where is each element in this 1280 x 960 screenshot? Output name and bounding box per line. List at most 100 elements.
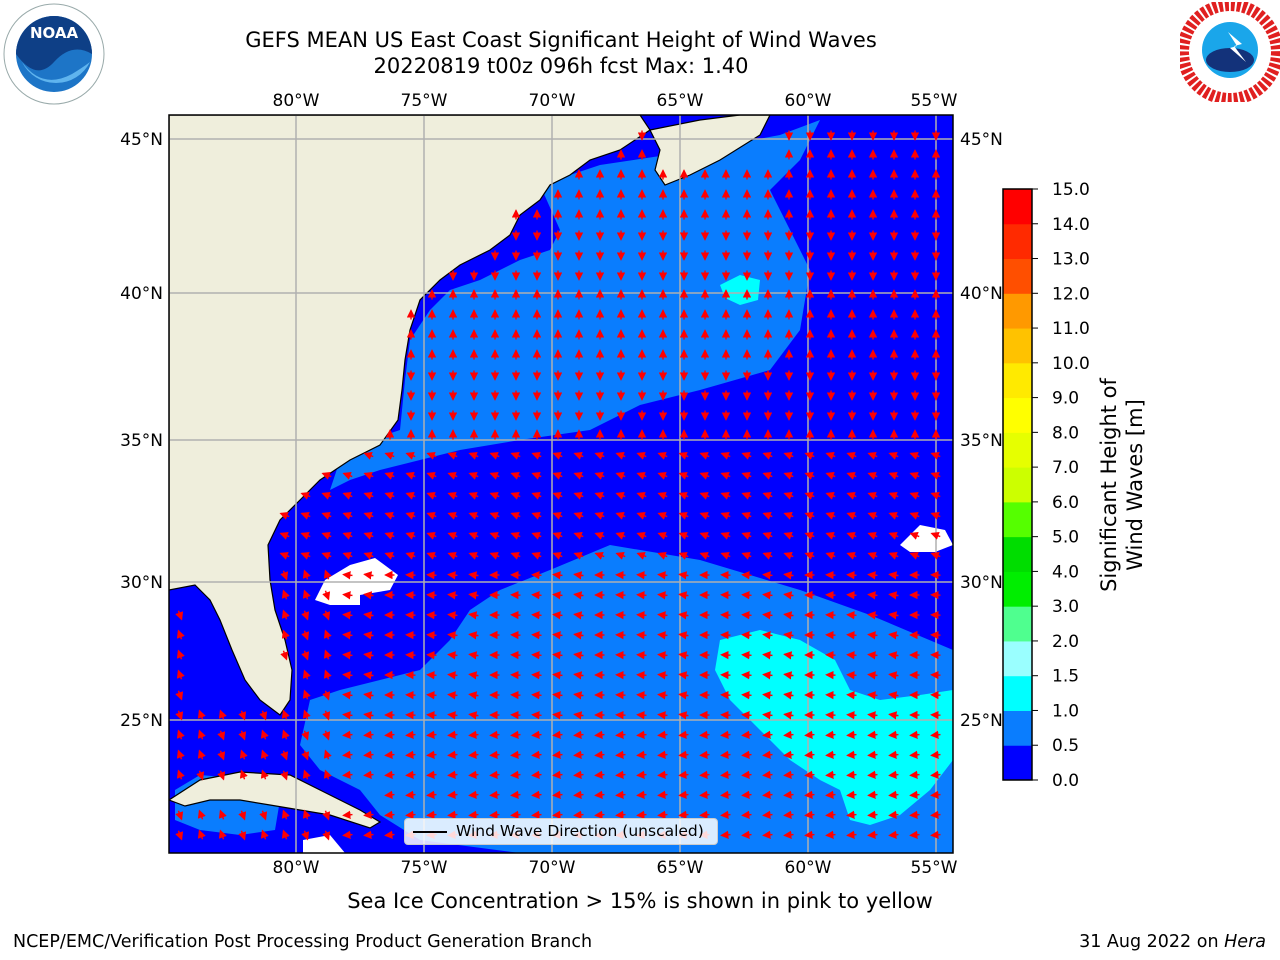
- colorbar-segment: [1003, 571, 1032, 607]
- wave-direction-arrow: [594, 451, 605, 460]
- wave-direction-arrow: [657, 711, 668, 720]
- wave-direction-arrow: [323, 649, 332, 660]
- wave-direction-arrow: [280, 770, 289, 781]
- wave-direction-arrow: [888, 830, 899, 839]
- wave-direction-arrow: [846, 790, 857, 799]
- wave-direction-arrow: [594, 750, 605, 759]
- wave-direction-arrow: [741, 451, 752, 460]
- wave-direction-arrow: [552, 790, 563, 799]
- lat-tick-left: 45°N: [120, 130, 163, 150]
- wave-direction-arrow: [447, 571, 458, 580]
- lon-tick-bottom: 70°W: [529, 858, 576, 878]
- wave-direction-arrow: [720, 750, 731, 759]
- wave-direction-arrow: [762, 651, 773, 660]
- wave-direction-arrow: [867, 531, 878, 540]
- wave-direction-arrow: [909, 750, 920, 759]
- wave-direction-arrow: [888, 451, 899, 460]
- wave-direction-arrow: [678, 651, 689, 660]
- wave-direction-arrow: [531, 730, 542, 739]
- wave-direction-arrow: [678, 631, 689, 640]
- lat-tick-left: 25°N: [120, 711, 163, 731]
- wave-direction-arrow: [741, 670, 752, 680]
- wave-direction-arrow: [384, 770, 395, 779]
- wave-direction-arrow: [657, 571, 668, 580]
- wave-direction-arrow: [426, 650, 437, 660]
- map-frame: [168, 114, 954, 854]
- wave-direction-arrow: [531, 570, 542, 580]
- wave-direction-arrow: [909, 730, 920, 739]
- wave-direction-arrow: [783, 611, 794, 620]
- wave-direction-arrow: [930, 750, 941, 759]
- wave-direction-arrow: [636, 551, 647, 560]
- wave-direction-arrow: [846, 630, 857, 640]
- wave-direction-arrow: [846, 770, 857, 779]
- wave-direction-arrow: [909, 810, 920, 819]
- wave-direction-arrow: [531, 770, 542, 779]
- wave-direction-arrow: [489, 810, 500, 819]
- wave-direction-arrow: [426, 531, 437, 540]
- wave-direction-arrow: [657, 531, 668, 540]
- wave-direction-arrow: [888, 711, 899, 720]
- wave-direction-arrow: [468, 531, 479, 540]
- wave-direction-arrow: [762, 531, 773, 540]
- wave-direction-arrow: [363, 651, 374, 660]
- wave-direction-arrow: [405, 551, 416, 560]
- wave-direction-arrow: [175, 690, 184, 701]
- wave-direction-arrow: [447, 591, 458, 600]
- wave-direction-arrow: [678, 491, 689, 500]
- wave-direction-arrow: [804, 810, 815, 819]
- wave-direction-arrow: [426, 710, 437, 720]
- wave-direction-arrow: [930, 491, 941, 500]
- colorbar-segment: [1003, 328, 1032, 364]
- lon-tick-top: 70°W: [529, 91, 576, 111]
- wave-direction-arrow: [888, 651, 899, 660]
- wave-direction-arrow: [930, 810, 941, 819]
- wave-direction-arrow: [531, 750, 542, 759]
- wave-direction-arrow: [804, 730, 815, 739]
- wave-direction-arrow: [342, 631, 353, 640]
- wave-direction-arrow: [239, 749, 248, 760]
- wave-direction-arrow: [867, 770, 878, 779]
- wave-direction-arrow: [384, 451, 395, 460]
- wave-direction-arrow: [321, 511, 332, 520]
- colorbar-segment: [1003, 675, 1032, 711]
- wave-direction-arrow: [426, 670, 437, 680]
- wave-direction-arrow: [489, 750, 500, 759]
- wave-direction-arrow: [762, 830, 773, 839]
- wave-direction-arrow: [699, 511, 710, 520]
- colorbar-tick-label: 11.0: [1052, 319, 1090, 339]
- wave-direction-arrow: [300, 491, 311, 500]
- wave-direction-arrow: [426, 630, 437, 640]
- wave-direction-arrow: [279, 551, 290, 560]
- wave-direction-arrow: [867, 471, 878, 480]
- wave-direction-arrow: [846, 590, 857, 600]
- wave-direction-arrow: [552, 631, 563, 640]
- wave-direction-arrow: [825, 790, 836, 799]
- wave-direction-arrow: [867, 651, 878, 660]
- wave-direction-arrow: [741, 810, 752, 819]
- wave-direction-arrow: [468, 471, 479, 480]
- wave-direction-arrow: [405, 511, 416, 520]
- wave-direction-arrow: [363, 491, 374, 500]
- wave-direction-arrow: [720, 471, 731, 480]
- wave-direction-arrow: [720, 730, 731, 739]
- wave-direction-arrow: [573, 451, 584, 460]
- wave-direction-arrow: [846, 471, 857, 480]
- wave-direction-arrow: [846, 670, 857, 680]
- wave-direction-arrow: [510, 790, 521, 799]
- wave-direction-arrow: [741, 830, 752, 839]
- wave-direction-arrow: [302, 769, 311, 780]
- wave-direction-arrow: [426, 810, 437, 819]
- wave-direction-arrow: [300, 551, 311, 560]
- wave-direction-arrow: [342, 770, 353, 779]
- wave-direction-arrow: [678, 730, 689, 739]
- wave-direction-arrow: [321, 471, 332, 480]
- wave-direction-arrow: [657, 651, 668, 660]
- wave-direction-arrow: [279, 511, 290, 520]
- wave-direction-arrow: [323, 749, 332, 760]
- wave-direction-arrow: [825, 810, 836, 819]
- wave-direction-arrow: [489, 511, 500, 520]
- wave-direction-arrow: [636, 690, 647, 700]
- wave-direction-arrow: [762, 671, 773, 680]
